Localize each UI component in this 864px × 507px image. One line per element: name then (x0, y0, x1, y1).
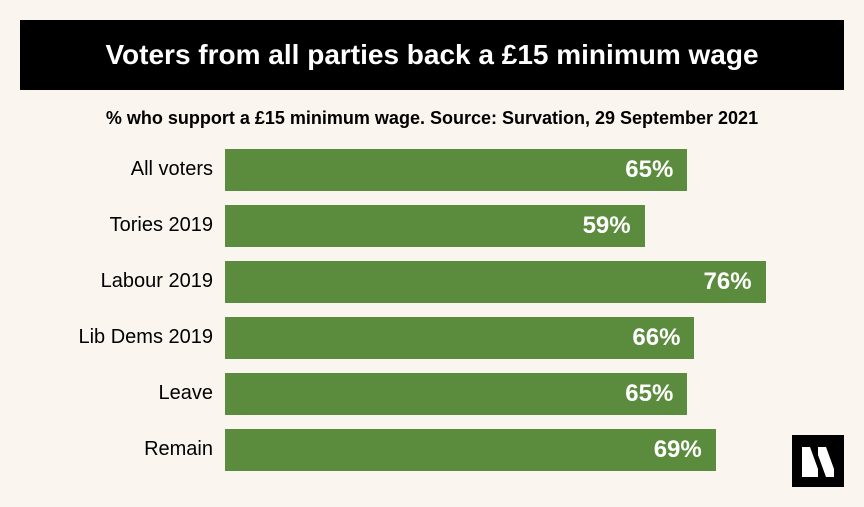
bar-value: 76% (704, 268, 752, 296)
bar-track: 65% (225, 373, 794, 415)
bar-value: 66% (632, 324, 680, 352)
bar-label: Lib Dems 2019 (50, 326, 225, 349)
bar-fill: 76% (225, 261, 766, 303)
bar-row: Lib Dems 2019 66% (50, 317, 794, 359)
bar-value: 65% (625, 156, 673, 184)
title-bar: Voters from all parties back a £15 minim… (20, 20, 844, 90)
bar-label: All voters (50, 158, 225, 181)
chart-subtitle: % who support a £15 minimum wage. Source… (20, 108, 844, 129)
bar-fill: 65% (225, 373, 687, 415)
bar-track: 65% (225, 149, 794, 191)
bar-track: 69% (225, 429, 794, 471)
bar-label: Tories 2019 (50, 214, 225, 237)
bar-fill: 65% (225, 149, 687, 191)
bar-row: All voters 65% (50, 149, 794, 191)
bar-track: 76% (225, 261, 794, 303)
bar-label: Remain (50, 438, 225, 461)
bar-label: Leave (50, 382, 225, 405)
bar-row: Leave 65% (50, 373, 794, 415)
chart-container: Voters from all parties back a £15 minim… (0, 0, 864, 507)
bar-fill: 66% (225, 317, 694, 359)
bar-fill: 69% (225, 429, 716, 471)
bar-row: Tories 2019 59% (50, 205, 794, 247)
bar-track: 66% (225, 317, 794, 359)
bar-value: 65% (625, 380, 673, 408)
chart-title: Voters from all parties back a £15 minim… (40, 38, 824, 72)
bar-label: Labour 2019 (50, 270, 225, 293)
bar-row: Remain 69% (50, 429, 794, 471)
bar-track: 59% (225, 205, 794, 247)
bar-value: 59% (583, 212, 631, 240)
chart-area: All voters 65% Tories 2019 59% Labour 2019 76… (20, 149, 844, 471)
bar-fill: 59% (225, 205, 645, 247)
logo-icon (800, 443, 836, 479)
brand-logo (792, 435, 844, 487)
bar-row: Labour 2019 76% (50, 261, 794, 303)
bar-value: 69% (654, 436, 702, 464)
